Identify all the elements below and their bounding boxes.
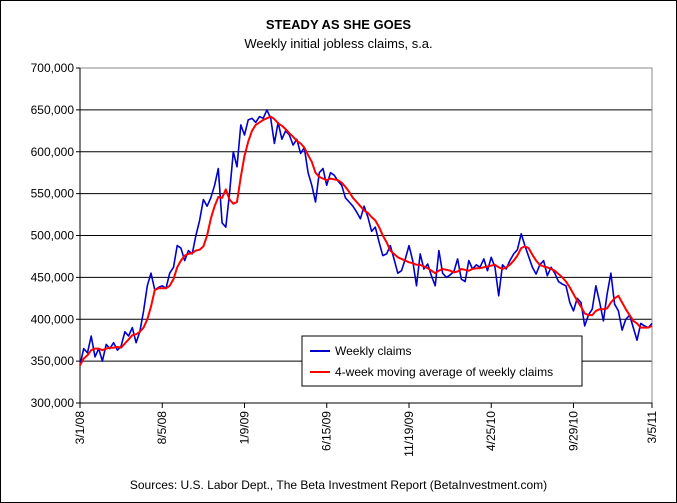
legend-label: Weekly claims: [335, 344, 411, 358]
y-tick-label: 550,000: [31, 187, 75, 201]
y-tick-label: 700,000: [31, 61, 75, 75]
y-tick-label: 300,000: [31, 396, 75, 410]
x-tick-label: 3/1/08: [73, 411, 87, 445]
x-axis-ticks: 3/1/08 8/5/08 1/9/09 6/15/09 11/19/09 4/25/10…: [73, 403, 659, 457]
legend-label: 4-week moving average of weekly claims: [335, 365, 553, 379]
x-tick-label: 8/5/08: [155, 411, 169, 445]
y-tick-label: 450,000: [31, 270, 75, 284]
moving-average-line: [79, 115, 653, 366]
chart-title: STEADY AS SHE GOES: [265, 17, 412, 32]
y-tick-label: 500,000: [31, 229, 75, 243]
legend: Weekly claims 4-week moving average of we…: [301, 335, 583, 387]
y-tick-label: 600,000: [31, 145, 75, 159]
y-tick-label: 350,000: [31, 354, 75, 368]
y-tick-label: 400,000: [31, 312, 75, 326]
x-tick-label: 9/29/10: [566, 411, 580, 451]
x-tick-label: 4/25/10: [484, 411, 498, 451]
legend-box: [301, 335, 583, 387]
y-tick-label: 650,000: [31, 103, 75, 117]
chart-subtitle: Weekly initial jobless claims, s.a.: [244, 36, 433, 51]
y-axis-ticks: 300,000 350,000 400,000 450,000 500,000 550,0…: [31, 61, 80, 410]
x-tick-label: 1/9/09: [237, 411, 251, 445]
x-tick-label: 6/15/09: [320, 411, 334, 451]
x-tick-label: 11/19/09: [402, 411, 416, 457]
weekly-claims-line: [79, 109, 653, 366]
x-tick-label: 3/5/11: [645, 411, 659, 444]
source-note: Sources: U.S. Labor Dept., The Beta Inve…: [129, 478, 548, 492]
series-lines: [79, 109, 653, 366]
